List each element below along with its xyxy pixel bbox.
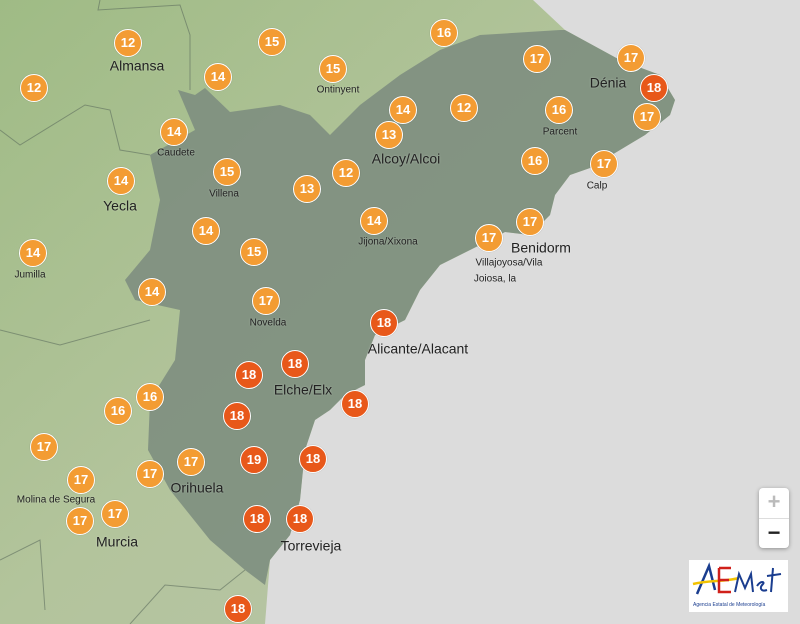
temperature-marker[interactable]: 12 <box>20 74 48 102</box>
place-label: Ontinyent <box>316 84 360 96</box>
place-label: Dénia <box>589 74 627 91</box>
place-label: Jumilla <box>14 269 46 281</box>
aemet-logo-subtitle: Agencia Estatal de Meteorología <box>693 602 766 608</box>
aemet-logo-mark <box>692 562 782 595</box>
zoom-control: + − <box>759 488 789 548</box>
place-label: Orihuela <box>170 479 224 496</box>
zoom-out-button[interactable]: − <box>767 520 781 545</box>
temperature-marker[interactable]: 18 <box>286 505 314 533</box>
place-label: Molina de Segura <box>16 494 96 506</box>
place-label: Jijona/Xixona <box>358 236 418 248</box>
place-label: Alcoy/Alcoi <box>371 150 441 167</box>
temperature-marker[interactable]: 12 <box>450 94 478 122</box>
place-label: Parcent <box>542 126 578 138</box>
temperature-marker[interactable]: 14 <box>107 167 135 195</box>
temperature-marker[interactable]: 17 <box>66 507 94 535</box>
temperature-marker[interactable]: 17 <box>67 466 95 494</box>
temperature-marker[interactable]: 19 <box>240 446 268 474</box>
temperature-marker[interactable]: 14 <box>160 118 188 146</box>
temperature-marker[interactable]: 17 <box>30 433 58 461</box>
temperature-marker[interactable]: 15 <box>258 28 286 56</box>
temperature-marker[interactable]: 16 <box>545 96 573 124</box>
temperature-marker[interactable]: 16 <box>104 397 132 425</box>
place-label: Benidorm <box>511 239 571 256</box>
aemet-logo[interactable]: Agencia Estatal de Meteorología <box>689 560 788 612</box>
place-label: Caudete <box>157 147 195 159</box>
place-label: Alicante/Alacant <box>367 340 469 357</box>
place-label: Torrevieja <box>280 537 342 554</box>
temperature-marker[interactable]: 14 <box>360 207 388 235</box>
place-label: Joiosa, la <box>473 273 517 285</box>
temperature-marker[interactable]: 18 <box>341 390 369 418</box>
temperature-marker[interactable]: 14 <box>204 63 232 91</box>
place-label: Elche/Elx <box>273 381 333 398</box>
temperature-marker[interactable]: 18 <box>224 595 252 623</box>
temperature-marker[interactable]: 18 <box>223 402 251 430</box>
place-label: Calp <box>586 180 608 192</box>
temperature-marker[interactable]: 16 <box>521 147 549 175</box>
temperature-marker[interactable]: 17 <box>633 103 661 131</box>
temperature-marker[interactable]: 13 <box>293 175 321 203</box>
temperature-marker[interactable]: 17 <box>590 150 618 178</box>
temperature-marker[interactable]: 17 <box>475 224 503 252</box>
temperature-marker[interactable]: 18 <box>299 445 327 473</box>
temperature-marker[interactable]: 18 <box>281 350 309 378</box>
temperature-marker[interactable]: 18 <box>243 505 271 533</box>
temperature-marker[interactable]: 14 <box>19 239 47 267</box>
temperature-marker[interactable]: 16 <box>136 383 164 411</box>
temperature-marker[interactable]: 17 <box>101 500 129 528</box>
region-borders <box>0 0 246 624</box>
zoom-in-button[interactable]: + <box>759 488 789 519</box>
temperature-marker[interactable]: 13 <box>375 121 403 149</box>
temperature-marker[interactable]: 17 <box>516 208 544 236</box>
temperature-marker[interactable]: 14 <box>138 278 166 306</box>
temperature-marker[interactable]: 12 <box>332 159 360 187</box>
place-label: Novelda <box>249 317 287 329</box>
temperature-marker[interactable]: 12 <box>114 29 142 57</box>
place-label: Villena <box>209 188 239 200</box>
temperature-marker[interactable]: 17 <box>523 45 551 73</box>
place-label: Almansa <box>109 57 165 74</box>
temperature-marker[interactable]: 16 <box>430 19 458 47</box>
temperature-marker[interactable]: 14 <box>389 96 417 124</box>
temperature-marker[interactable]: 15 <box>319 55 347 83</box>
temperature-marker[interactable]: 17 <box>177 448 205 476</box>
temperature-marker[interactable]: 17 <box>252 287 280 315</box>
temperature-marker[interactable]: 17 <box>617 44 645 72</box>
place-label: Murcia <box>95 533 139 550</box>
temperature-marker[interactable]: 18 <box>640 74 668 102</box>
temperature-marker[interactable]: 18 <box>235 361 263 389</box>
place-label: Yecla <box>103 197 137 214</box>
temperature-marker[interactable]: 14 <box>192 217 220 245</box>
temperature-marker[interactable]: 15 <box>240 238 268 266</box>
temperature-marker[interactable]: 15 <box>213 158 241 186</box>
place-label: Villajoyosa/Vila <box>475 257 543 269</box>
temperature-marker[interactable]: 17 <box>136 460 164 488</box>
temperature-marker[interactable]: 18 <box>370 309 398 337</box>
